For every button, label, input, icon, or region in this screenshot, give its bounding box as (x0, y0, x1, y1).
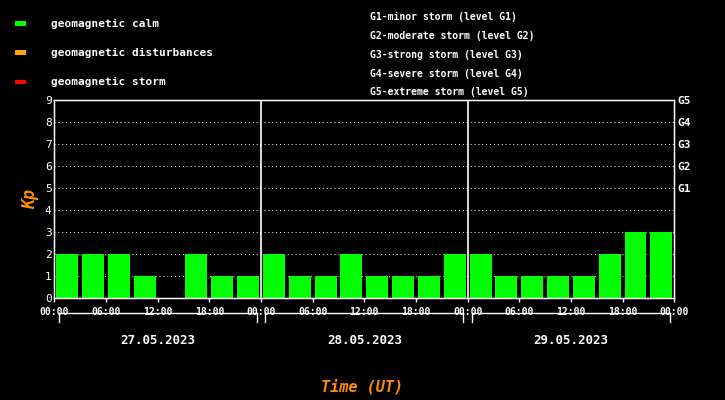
Text: G4-severe storm (level G4): G4-severe storm (level G4) (370, 68, 523, 78)
Bar (392, 276, 414, 298)
Bar (263, 254, 285, 298)
Bar (624, 232, 647, 298)
Text: Time (UT): Time (UT) (321, 378, 404, 394)
Text: 28.05.2023: 28.05.2023 (327, 334, 402, 346)
Bar (650, 232, 672, 298)
Bar (366, 276, 388, 298)
Bar (108, 254, 130, 298)
Bar (315, 276, 336, 298)
Y-axis label: Kp: Kp (21, 189, 39, 209)
Bar (289, 276, 311, 298)
Bar (418, 276, 440, 298)
Bar (82, 254, 104, 298)
Bar (14, 80, 26, 84)
Bar (470, 254, 492, 298)
Text: geomagnetic disturbances: geomagnetic disturbances (51, 48, 212, 58)
Bar (341, 254, 362, 298)
Bar (186, 254, 207, 298)
Text: G3-strong storm (level G3): G3-strong storm (level G3) (370, 50, 523, 60)
Text: G5-extreme storm (level G5): G5-extreme storm (level G5) (370, 88, 529, 98)
Bar (547, 276, 569, 298)
Text: geomagnetic storm: geomagnetic storm (51, 77, 165, 87)
Text: geomagnetic calm: geomagnetic calm (51, 19, 159, 29)
Bar (14, 22, 26, 26)
Bar (599, 254, 621, 298)
Text: G2-moderate storm (level G2): G2-moderate storm (level G2) (370, 31, 534, 41)
Bar (237, 276, 259, 298)
Bar (444, 254, 465, 298)
Text: G1-minor storm (level G1): G1-minor storm (level G1) (370, 12, 517, 22)
Bar (211, 276, 233, 298)
Bar (134, 276, 156, 298)
Bar (573, 276, 594, 298)
Bar (57, 254, 78, 298)
Bar (14, 50, 26, 55)
Text: 29.05.2023: 29.05.2023 (534, 334, 608, 346)
Text: 27.05.2023: 27.05.2023 (120, 334, 195, 346)
Bar (521, 276, 543, 298)
Bar (495, 276, 518, 298)
